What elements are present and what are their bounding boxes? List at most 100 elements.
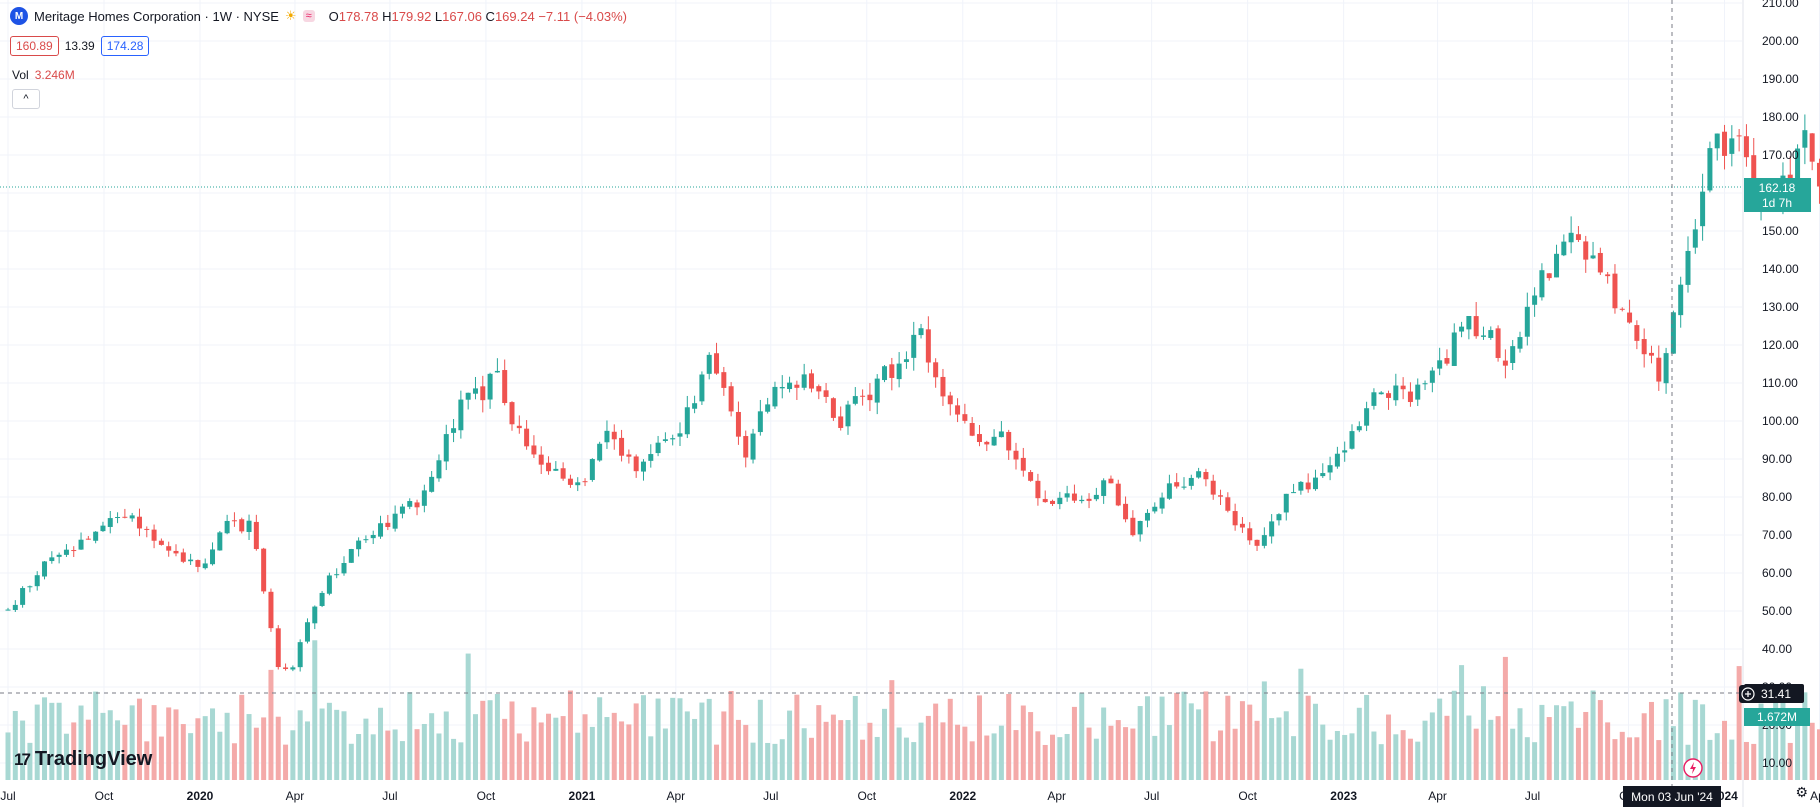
- volume-bar: [597, 697, 603, 780]
- candle-body: [429, 476, 435, 492]
- time-tick-label: Apr: [286, 789, 305, 803]
- candle-body: [472, 388, 478, 394]
- volume-bar: [1218, 730, 1224, 780]
- time-tick-label: 2021: [569, 789, 596, 803]
- crosshair-price-label: 31.41: [1744, 684, 1804, 703]
- candle-body: [1407, 391, 1413, 403]
- candle-body: [1729, 138, 1735, 154]
- candle-body: [1488, 330, 1494, 338]
- price-axis[interactable]: 210.00200.00190.00180.00170.00160.00150.…: [1762, 0, 1799, 770]
- plus-circle-icon: [1741, 687, 1755, 701]
- candle-body: [502, 370, 508, 404]
- candle-body: [706, 354, 712, 374]
- volume-bar: [85, 719, 91, 780]
- candle-body: [202, 563, 208, 569]
- candle-body: [304, 622, 310, 642]
- add-alert-button[interactable]: [1739, 685, 1757, 703]
- candle-body: [341, 563, 347, 574]
- volume-bar: [1816, 729, 1820, 780]
- volume-bar: [735, 719, 741, 780]
- candle-body: [955, 405, 961, 415]
- volume-bar: [1203, 691, 1209, 780]
- candle-body: [1269, 521, 1275, 537]
- candle-body: [560, 468, 566, 479]
- volume-bar: [582, 714, 588, 780]
- candle-body: [1736, 135, 1742, 137]
- spread-value: 13.39: [64, 39, 95, 53]
- candle-body: [787, 382, 793, 390]
- candle-body: [823, 390, 829, 397]
- candle-body: [1663, 353, 1669, 384]
- candle-body: [655, 442, 661, 454]
- volume-bar: [1444, 715, 1450, 780]
- candle-body: [158, 540, 164, 545]
- tradingview-logo[interactable]: 17 TradingView: [14, 748, 152, 771]
- candle-body: [567, 478, 573, 485]
- ask-button[interactable]: 174.28: [100, 36, 150, 56]
- symbol-title[interactable]: Meritage Homes Corporation · 1W · NYSE: [34, 8, 279, 24]
- volume-bar: [706, 698, 712, 780]
- candle-body: [392, 513, 398, 529]
- volume-bar: [1510, 728, 1516, 780]
- candle-body: [546, 462, 552, 472]
- candle-body: [107, 518, 113, 527]
- volume-bar: [100, 712, 106, 780]
- volume-bar: [1305, 695, 1311, 780]
- candle-body: [1524, 306, 1530, 337]
- candle-body: [312, 606, 318, 624]
- lightning-icon[interactable]: [1683, 758, 1703, 778]
- candle-body: [991, 436, 997, 446]
- volume-bar: [363, 718, 369, 780]
- candle-body: [1356, 426, 1362, 431]
- volume-bar: [772, 743, 778, 780]
- volume-bar: [1013, 730, 1019, 780]
- volume-bar: [1079, 692, 1085, 780]
- volume-bar: [1722, 720, 1728, 780]
- candle-body: [1415, 384, 1421, 400]
- candle-body: [378, 523, 384, 537]
- volume-bar: [823, 721, 829, 780]
- volume-bar: [1181, 691, 1187, 780]
- candle-body: [838, 416, 844, 428]
- candle-body: [458, 399, 464, 431]
- candle-body: [239, 519, 245, 532]
- wave-icon[interactable]: ≈: [302, 10, 315, 22]
- volume-bar: [356, 734, 362, 780]
- candle-body: [969, 422, 975, 436]
- volume-bar: [1459, 665, 1465, 780]
- candle-body: [385, 522, 391, 527]
- bid-button[interactable]: 160.89: [10, 36, 59, 56]
- candle-body: [129, 515, 135, 519]
- candle-body: [1517, 337, 1523, 349]
- volume-bar: [1502, 656, 1508, 780]
- candle-body: [20, 588, 26, 605]
- candle-body: [1692, 229, 1698, 248]
- time-axis[interactable]: Jul Oct 2020 Apr Jul Oct 2021 Apr Jul Oct 2022 Apr J…: [0, 789, 1820, 803]
- high-value: 179.92: [391, 8, 432, 24]
- candle-body: [1320, 473, 1326, 477]
- candle-body: [1123, 503, 1129, 520]
- candle-body: [42, 561, 48, 577]
- candle-body: [1093, 494, 1099, 500]
- volume-bar: [1480, 686, 1486, 780]
- close-value: 169.24: [494, 8, 535, 24]
- gear-icon[interactable]: ⚙: [1795, 784, 1808, 800]
- volume-bar: [1064, 733, 1070, 780]
- volume-bar: [1605, 722, 1611, 780]
- candle-body: [1809, 133, 1815, 162]
- candle-body: [49, 557, 55, 562]
- candle-body: [911, 334, 917, 358]
- candle-body: [1619, 308, 1625, 310]
- chart-legend: M Meritage Homes Corporation · 1W · NYSE…: [10, 7, 627, 25]
- candle-body: [436, 460, 442, 479]
- candle-body: [816, 386, 822, 392]
- candle-body: [173, 550, 179, 554]
- sun-icon[interactable]: ☀: [284, 8, 297, 23]
- volume-bar: [684, 711, 690, 780]
- volume-bar: [56, 702, 62, 780]
- collapse-legend-button[interactable]: ^: [12, 89, 40, 109]
- volume-bar: [1524, 737, 1530, 780]
- volume-bars: [5, 640, 1820, 780]
- volume-bar: [589, 726, 595, 780]
